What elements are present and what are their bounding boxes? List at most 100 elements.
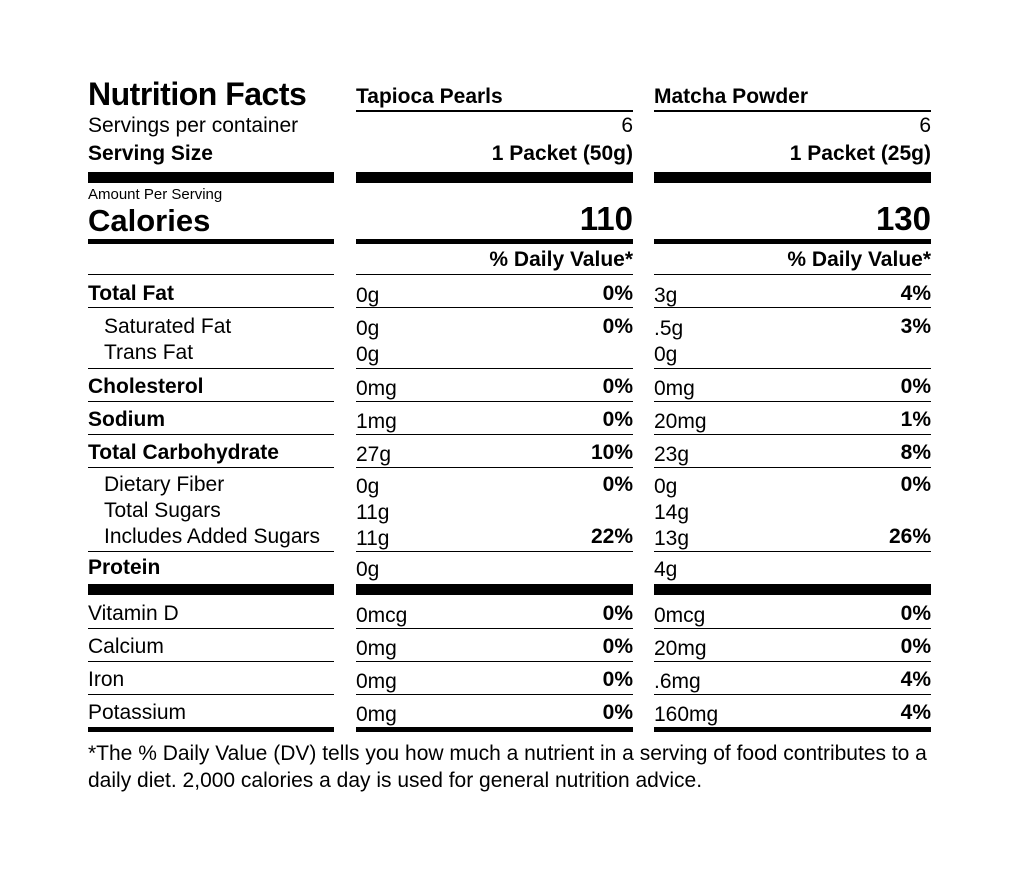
row-divider [88,307,334,308]
row-divider [88,467,334,468]
row-divider [654,628,931,629]
row-divider [88,661,334,662]
row-divider [654,694,931,695]
calories-value-matcha: 130 [875,200,931,237]
vitamin-label: Vitamin D [88,602,179,625]
nutrient-label: Trans Fat [104,341,194,364]
vitamin-amount: 0mg [356,703,397,726]
row-divider [654,434,931,435]
row-divider [356,307,633,308]
serving-size-value-tapioca: 1 Packet (50g) [491,142,633,165]
medium-bar [88,727,334,732]
row-divider [654,401,931,402]
row-divider [654,467,931,468]
nutrient-label: Saturated Fat [104,315,232,338]
row-divider [654,368,931,369]
vitamin-amount: .6mg [654,670,701,693]
medium-bar [654,727,931,732]
nutrient-amount: 0g [356,343,380,366]
nutrient-dv: 22% [590,525,633,548]
vitamin-amount: 160mg [654,703,719,726]
thick-bar [654,584,931,595]
nutrient-dv: 26% [888,525,931,548]
thick-bar [88,172,334,183]
row-divider [356,467,633,468]
footnote: *The % Daily Value (DV) tells you how mu… [88,742,927,792]
nutrient-amount: 0g [356,475,380,498]
vitamin-label: Potassium [88,701,187,724]
row-divider [654,307,931,308]
row-divider [88,401,334,402]
vitamin-dv: 0% [900,602,931,625]
nutrient-amount: 0mg [356,377,397,400]
thick-bar [654,172,931,183]
nutrient-label: Protein [88,556,161,579]
daily-value-header-matcha: % Daily Value* [787,248,931,271]
servings-value-tapioca: 6 [621,114,633,137]
nutrient-dv: 0% [602,282,633,305]
vitamin-amount: 20mg [654,637,707,660]
row-divider [88,434,334,435]
row-divider [356,628,633,629]
nutrient-dv: 0% [602,408,633,431]
medium-bar [356,239,633,244]
medium-bar [88,239,334,244]
row-divider [356,434,633,435]
nutrient-dv: 3% [900,315,931,338]
vitamin-dv: 0% [602,635,633,658]
serving-size-value-matcha: 1 Packet (25g) [789,142,931,165]
thin-rule [654,274,931,275]
serving-size-label: Serving Size [88,142,213,165]
vitamin-dv: 0% [602,701,633,724]
vitamin-dv: 0% [900,635,931,658]
vitamin-amount: 0mcg [356,604,408,627]
medium-bar [654,239,931,244]
nutrient-amount: 0mg [654,377,695,400]
nutrient-amount: 0g [356,284,380,307]
nutrient-dv: 0% [602,473,633,496]
thick-bar [88,584,334,595]
nutrient-amount: 0g [654,343,678,366]
vitamin-amount: 0mg [356,637,397,660]
servings-label: Servings per container [88,114,299,137]
vitamin-amount: 0mg [356,670,397,693]
nutrient-dv: 10% [590,441,633,464]
vitamin-label: Calcium [88,635,164,658]
thick-bar [356,172,633,183]
medium-bar [356,727,633,732]
nutrient-amount: 3g [654,284,678,307]
calories-value-tapioca: 110 [579,200,633,237]
rule-under-product-name [654,110,931,112]
nutrient-dv: 0% [602,375,633,398]
row-divider [356,401,633,402]
thin-rule [88,274,334,275]
nutrient-dv: 4% [900,282,931,305]
vitamin-label: Iron [88,668,125,691]
row-divider [356,694,633,695]
row-divider [356,661,633,662]
nutrient-amount: 0g [356,558,380,581]
nutrient-label: Cholesterol [88,375,204,398]
thin-rule [356,274,633,275]
row-divider [654,551,931,552]
row-divider [88,628,334,629]
nutrient-amount: 11g [356,501,390,524]
row-divider [88,694,334,695]
nutrient-amount: 23g [654,443,690,466]
nutrient-label: Total Carbohydrate [88,441,279,464]
row-divider [356,368,633,369]
amount-per-serving-label: Amount Per Serving [88,186,223,203]
row-divider [356,551,633,552]
nutrient-amount: 0g [654,475,678,498]
thick-bar [356,584,633,595]
vitamin-dv: 0% [602,602,633,625]
page-title: Nutrition Facts [88,76,307,112]
row-divider [654,661,931,662]
nutrient-label: Sodium [88,408,165,431]
rule-under-product-name [356,110,633,112]
nutrient-amount: 27g [356,443,392,466]
product-name-tapioca: Tapioca Pearls [356,85,503,108]
nutrient-dv: 0% [900,473,931,496]
nutrient-label: Includes Added Sugars [104,525,320,548]
daily-value-header-tapioca: % Daily Value* [489,248,633,271]
